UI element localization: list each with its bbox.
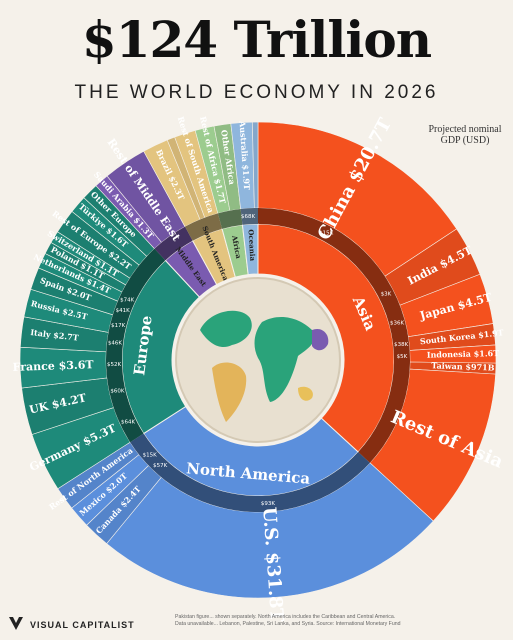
per-capita-mexico: $15K (143, 452, 157, 458)
region-oceania (241, 223, 259, 276)
label-indonesia: Indonesia $1.6T (427, 348, 500, 360)
per-capita-band-north-america (130, 433, 370, 512)
per-capita-spain: $41K (116, 308, 130, 314)
globe-icon (175, 277, 341, 443)
visual-capitalist-logo-icon (9, 617, 23, 630)
page-title: $124 Trillion (81, 10, 432, 69)
region-label-oceania: Oceania (247, 229, 258, 262)
per-capita-band-africa (217, 208, 243, 229)
per-capita-germany: $64K (121, 419, 135, 425)
per-capita-band-asia (258, 208, 410, 463)
region-asia (257, 223, 395, 453)
per-capita-japan: $36K (390, 320, 404, 326)
source-note: Pakistan figure... shown separately. Nor… (175, 614, 505, 628)
brand-name: VISUAL CAPITALIST (30, 620, 135, 630)
per-capita-uk: $60K (110, 389, 124, 395)
label-australia: Australia $1.9T (237, 120, 252, 191)
label-france: France $3.6T (12, 358, 94, 374)
per-capita-canada: $57K (153, 463, 167, 469)
per-capita-australia: $68K (241, 214, 255, 220)
region-north-america (142, 405, 359, 497)
per-capita-band-europe (106, 248, 166, 443)
per-capita-india: $3K (381, 292, 392, 298)
source-line-1: Pakistan figure... shown separately. Nor… (175, 614, 396, 620)
country-sectors (19, 121, 497, 599)
per-capita-south-korea: $38K (394, 342, 408, 348)
label-taiwan: Taiwan $971B (431, 360, 495, 372)
per-capita-band-middle-east (154, 226, 193, 261)
per-capita-china: $15K (319, 231, 333, 237)
per-capita-u-s: $93K (261, 501, 275, 507)
projected-gdp-note: Projected nominal GDP (USD) (428, 124, 502, 146)
per-capita-indonesia: $5K (397, 354, 408, 360)
per-capita-russia: $17K (111, 323, 125, 329)
per-capita-netherlands: $74K (120, 297, 134, 303)
per-capita-band-oceania (240, 208, 258, 225)
source-line-2: Data unavailable... Lebanon, Palestine, … (175, 621, 401, 627)
region-sectors (106, 208, 410, 512)
per-capita-france: $52K (107, 362, 121, 368)
per-capita-band-south-america (185, 213, 223, 241)
per-capita-italy: $46K (108, 341, 122, 347)
page-subtitle: THE WORLD ECONOMY IN 2026 (74, 82, 439, 103)
